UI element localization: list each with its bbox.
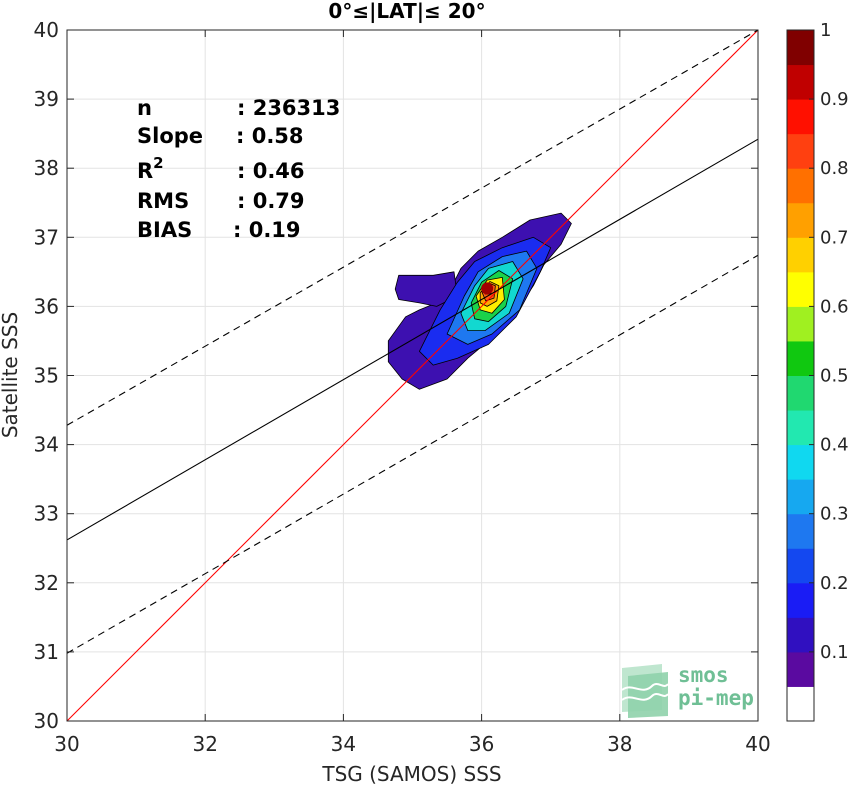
y-tick-label: 32 [34, 571, 59, 595]
y-tick-label: 35 [34, 364, 59, 388]
colorbar-segment [787, 30, 814, 66]
colorbar-segment [787, 651, 814, 687]
stat-label: RMS [137, 189, 189, 213]
y-tick-label: 38 [34, 156, 59, 180]
colorbar-segment [787, 168, 814, 204]
colorbar-segment [787, 582, 814, 618]
colorbar-tick-label: 0.8 [820, 158, 849, 179]
x-tick-label: 36 [469, 732, 494, 756]
colorbar: 0.1 0.2 0.3 0.4 0.5 0.6 0.7 0.8 0.9 1 [786, 20, 849, 722]
colorbar-tick-label: 0.3 [820, 504, 849, 525]
logo-text-smos: smos [678, 663, 729, 687]
y-tick-label: 37 [34, 225, 59, 249]
y-tick-label: 33 [34, 502, 59, 526]
y-tick-label: 30 [34, 709, 59, 733]
reference-lines [66, 29, 759, 722]
x-tick-label: 30 [54, 732, 79, 756]
colorbar-segment [787, 548, 814, 584]
y-tick-label: 39 [34, 87, 59, 111]
colorbar-segment [787, 64, 814, 100]
y-axis-label: Satellite SSS [0, 312, 22, 438]
density-contour-0.05 [394, 271, 458, 307]
y-tick-label: 34 [34, 433, 59, 457]
x-tick-label: 40 [745, 732, 770, 756]
stat-label: BIAS [137, 218, 192, 242]
x-axis-ticks: 30 32 34 36 38 40 [54, 30, 771, 756]
y-tick-label: 31 [34, 640, 59, 664]
density-peak [481, 282, 494, 295]
y-axis-ticks: 30 31 32 33 34 35 36 37 38 39 40 [34, 18, 758, 733]
statistics-box: n : 236313 Slope : 0.58 R2 : 0.46 RMS : 0.79 BIA… [137, 96, 340, 242]
logo-mark-icon [621, 664, 669, 718]
stat-value: : 0.79 [237, 189, 305, 213]
stat-value: : 0.46 [237, 159, 305, 183]
colorbar-segment [787, 340, 814, 376]
x-axis-label: TSG (SAMOS) SSS [321, 762, 501, 786]
colorbar-tick-label: 0.9 [820, 89, 849, 110]
colorbar-segment [787, 202, 814, 238]
x-tick-label: 32 [192, 732, 217, 756]
y-tick-label: 40 [34, 18, 59, 42]
colorbar-tick-label: 0.2 [820, 573, 849, 594]
colorbar-segment [787, 410, 814, 446]
colorbar-segment [787, 237, 814, 273]
stat-label: R2 [137, 154, 164, 183]
line-upper-bound [66, 29, 759, 426]
colorbar-segment [787, 99, 814, 135]
line-lower-bound [66, 254, 759, 654]
x-tick-label: 34 [331, 732, 356, 756]
colorbar-segment [787, 479, 814, 515]
stat-label: Slope [137, 124, 203, 148]
stat-value: : 236313 [237, 96, 340, 120]
density-contours [387, 212, 572, 390]
colorbar-tick-label: 1 [820, 20, 831, 41]
x-tick-label: 38 [607, 732, 632, 756]
chart-title: 0°≤|LAT|≤ 20° [328, 0, 485, 23]
stat-label: n [137, 96, 152, 120]
line-regression [66, 138, 759, 541]
stat-value: : 0.19 [233, 218, 301, 242]
colorbar-segment [787, 306, 814, 342]
colorbar-segment [787, 513, 814, 549]
colorbar-tick-label: 0.7 [820, 227, 849, 248]
colorbar-segment [787, 375, 814, 411]
colorbar-tick-label: 0.1 [820, 642, 849, 663]
colorbar-segment [787, 271, 814, 307]
colorbar-tick-label: 0.5 [820, 366, 849, 387]
y-tick-label: 36 [34, 294, 59, 318]
colorbar-segment [787, 444, 814, 480]
logo-text-pimep: pi-mep [678, 686, 754, 710]
line-identity [66, 29, 759, 722]
stat-value: : 0.58 [236, 124, 304, 148]
colorbar-segment [787, 133, 814, 169]
colorbar-tick-label: 0.6 [820, 296, 849, 317]
colorbar-tick-label: 0.4 [820, 435, 849, 456]
colorbar-segment [787, 686, 814, 722]
colorbar-segment [787, 617, 814, 653]
smos-pimep-logo: smos pi-mep [621, 663, 754, 718]
